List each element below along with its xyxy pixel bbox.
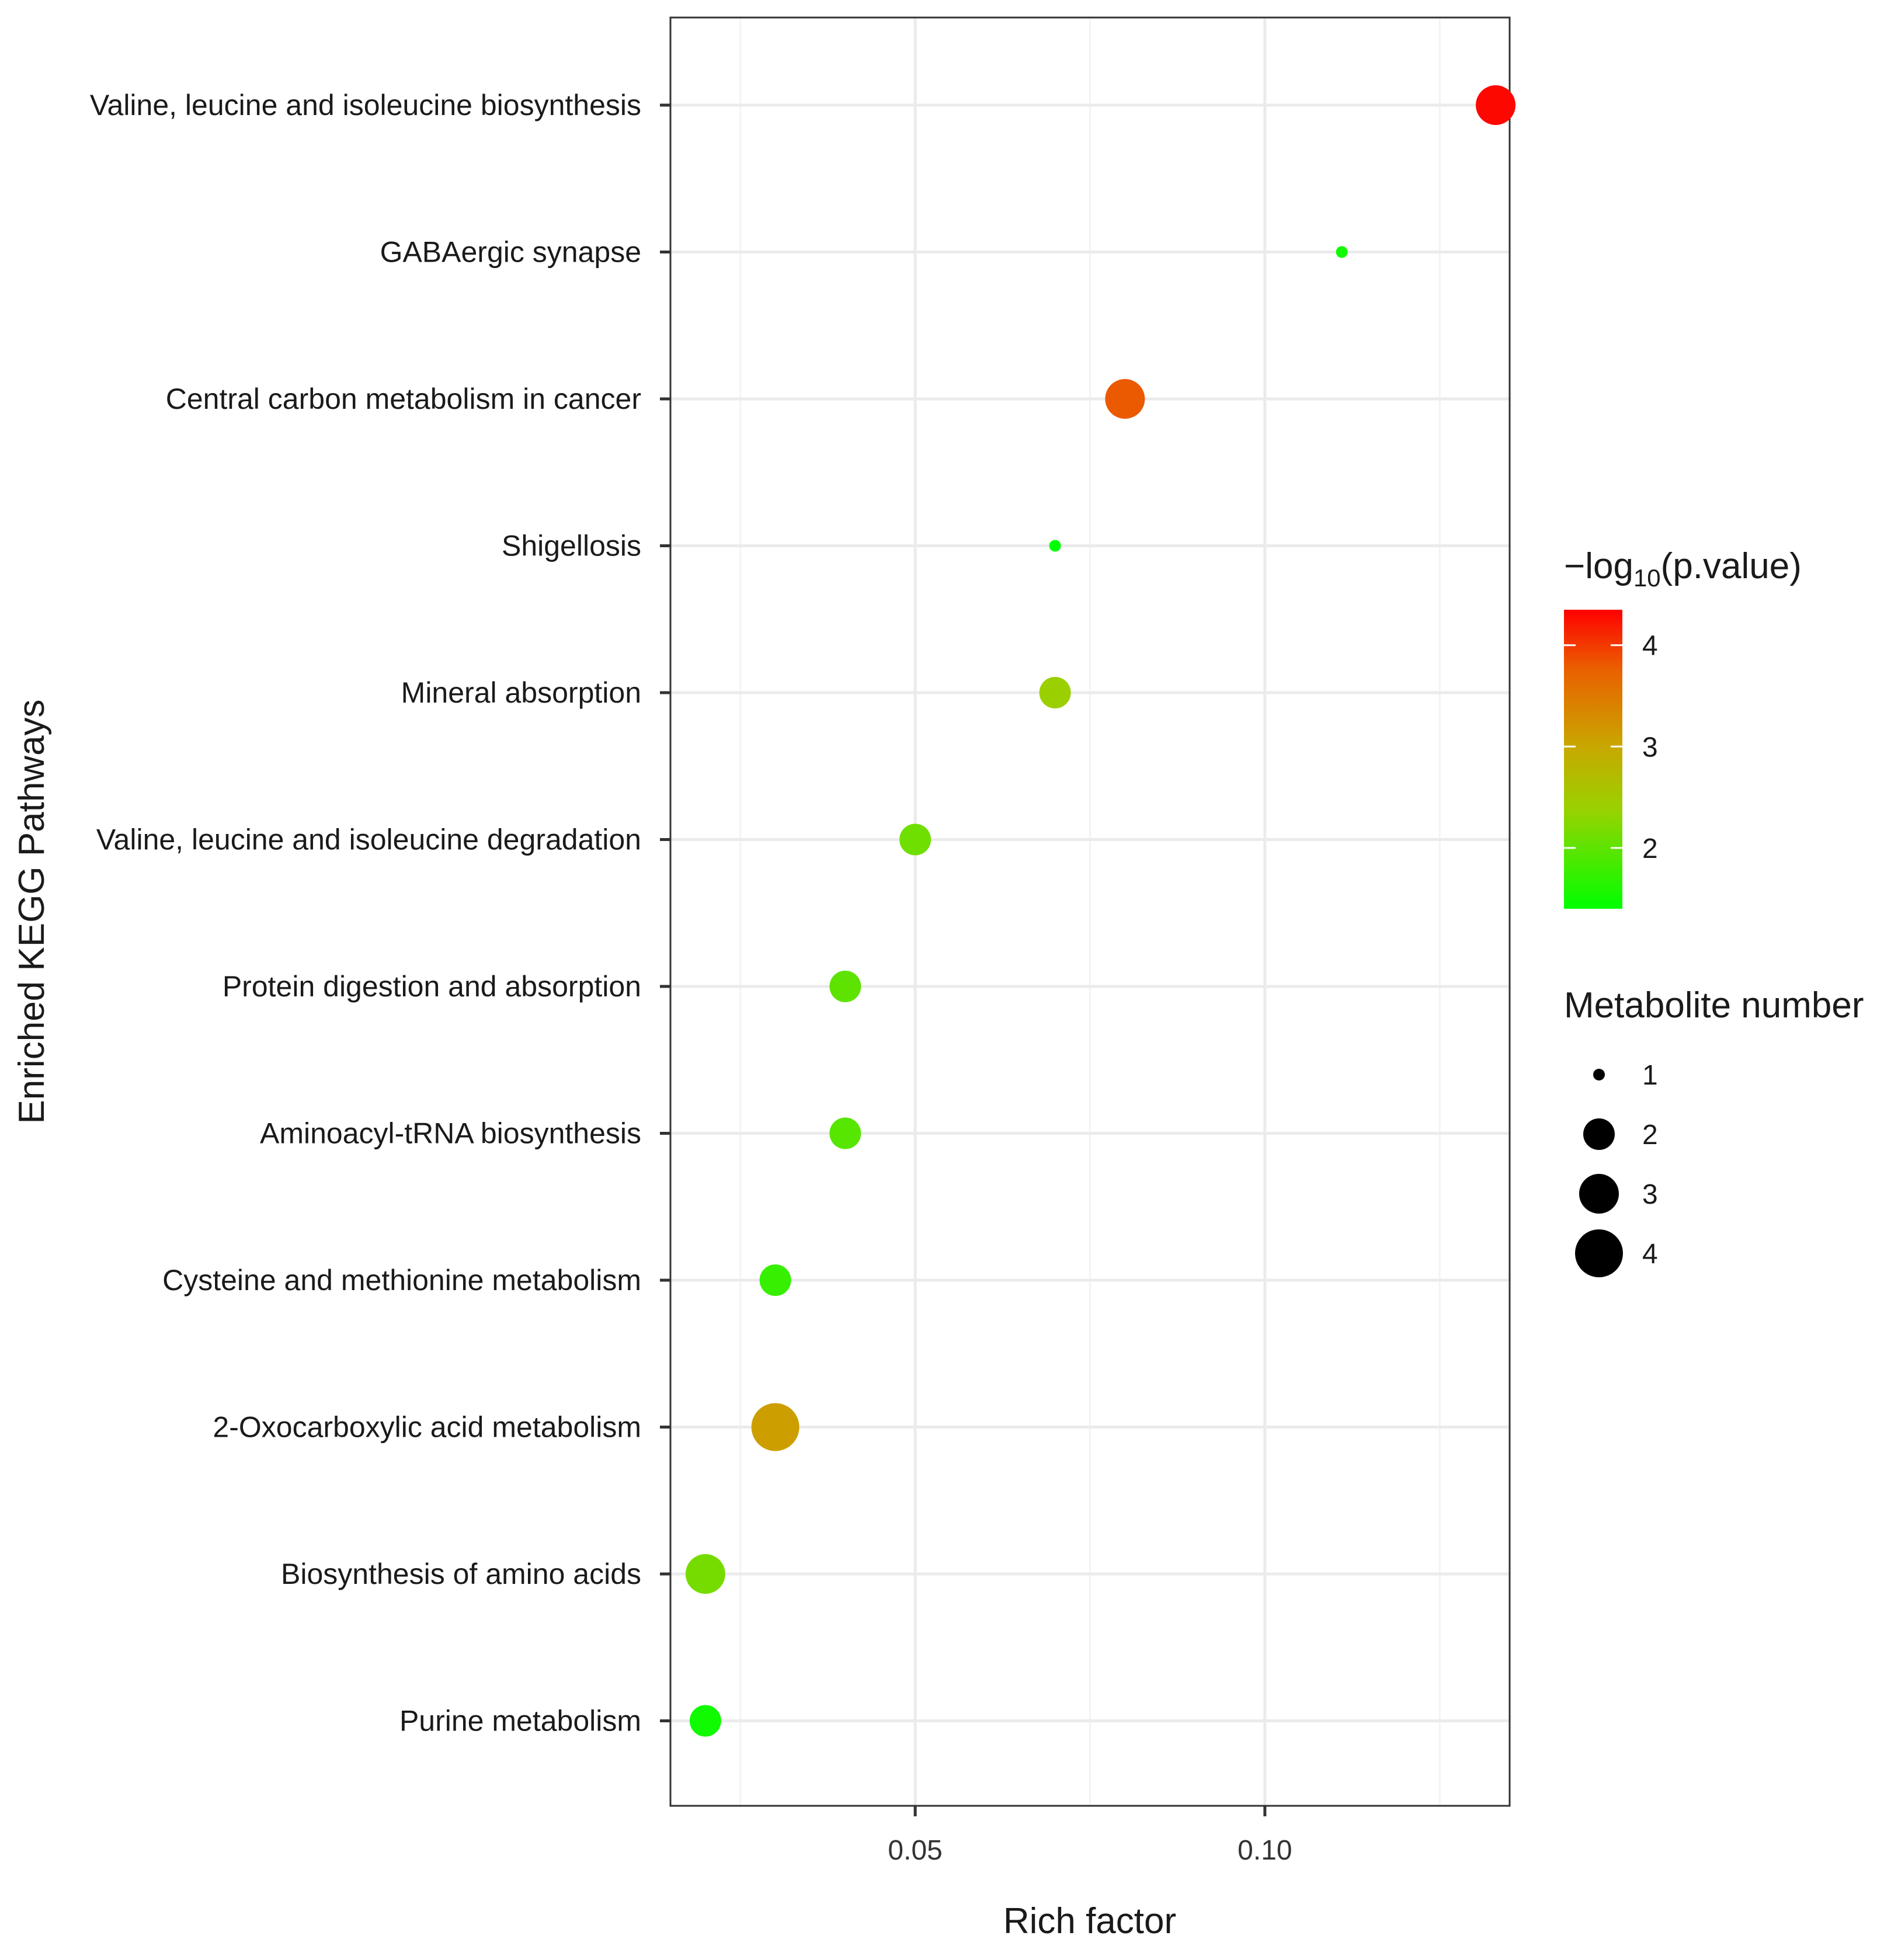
colorbar-tick-label: 2 (1642, 833, 1658, 864)
size-legend-key (1579, 1174, 1619, 1214)
data-point (759, 1264, 791, 1296)
color-legend-title-subscript: 10 (1633, 564, 1661, 592)
x-tick-label: 0.10 (1238, 1835, 1292, 1866)
x-axis-title: Rich factor (1003, 1901, 1176, 1941)
y-tick-label: Cysteine and methionine metabolism (162, 1264, 641, 1297)
y-tick-label: Shigellosis (502, 530, 641, 562)
plot-panel-border (669, 16, 1511, 1807)
y-tick-labels: Valine, leucine and isoleucine biosynthe… (90, 89, 641, 1737)
data-point (689, 1705, 721, 1737)
y-tick-label: Mineral absorption (401, 676, 641, 709)
y-axis-title: Enriched KEGG Pathways (12, 699, 52, 1124)
y-tick-label: Central carbon metabolism in cancer (166, 383, 641, 415)
color-legend-title-suffix: (p.value) (1661, 546, 1802, 586)
y-tick-label: Valine, leucine and isoleucine degradati… (96, 823, 641, 856)
y-tick-label: GABAergic synapse (380, 236, 641, 269)
data-point (1105, 379, 1145, 419)
size-legend-label: 2 (1642, 1120, 1658, 1151)
data-point (685, 1554, 725, 1594)
size-legend: Metabolite number 1 2 3 4 (1564, 985, 1864, 1277)
color-legend: −log10(p.value) 2 3 4 (1564, 546, 1802, 909)
color-legend-title-prefix: −log (1564, 546, 1633, 586)
y-tick-label: 2-Oxocarboxylic acid metabolism (213, 1411, 641, 1444)
y-tick-label: Valine, leucine and isoleucine biosynthe… (90, 89, 641, 121)
colorbar (1564, 610, 1622, 909)
y-tick-label: Biosynthesis of amino acids (281, 1558, 641, 1590)
data-point (1336, 246, 1348, 258)
size-legend-key (1575, 1229, 1623, 1277)
data-point (751, 1403, 799, 1451)
colorbar-ticks: 2 3 4 (1564, 631, 1658, 864)
data-point (1039, 677, 1071, 708)
grid-layer (670, 18, 1510, 1806)
ticks-layer (660, 103, 1267, 1816)
size-legend-title: Metabolite number (1564, 985, 1864, 1026)
data-point (1476, 85, 1516, 125)
data-point (829, 1117, 861, 1149)
y-tick-label: Protein digestion and absorption (223, 970, 641, 1003)
x-tick-label: 0.05 (888, 1835, 942, 1866)
size-legend-key (1593, 1069, 1605, 1080)
data-point (899, 823, 931, 856)
size-legend-label: 3 (1642, 1179, 1658, 1210)
data-point (829, 971, 861, 1002)
y-tick-label: Purine metabolism (399, 1705, 641, 1737)
size-legend-label: 1 (1642, 1060, 1658, 1091)
colorbar-tick-label: 3 (1642, 732, 1658, 763)
points-layer (685, 85, 1516, 1737)
size-legend-label: 4 (1642, 1239, 1658, 1270)
size-legend-items: 1 2 3 4 (1575, 1060, 1658, 1277)
y-tick-label: Aminoacyl-tRNA biosynthesis (260, 1117, 641, 1150)
x-tick-labels: 0.05 0.10 (888, 1835, 1292, 1866)
colorbar-tick-label: 4 (1642, 631, 1658, 662)
color-legend-title: −log10(p.value) (1564, 546, 1802, 592)
data-point (1049, 540, 1061, 552)
size-legend-key (1583, 1118, 1615, 1150)
